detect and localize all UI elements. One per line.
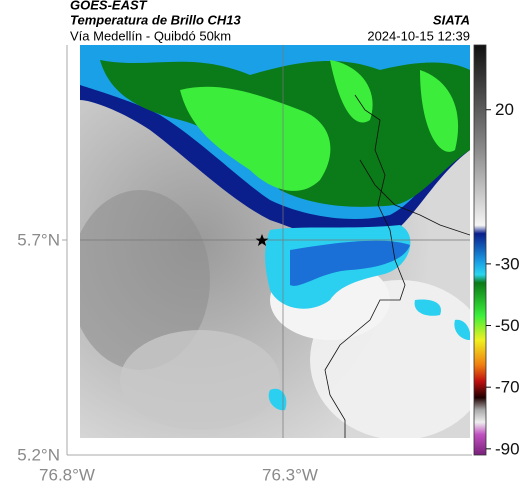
lon-label: 76.8°W <box>39 465 95 484</box>
satellite-image <box>80 45 470 438</box>
colorbar-tick-label: -90 <box>495 439 520 458</box>
colorbar <box>473 44 487 456</box>
lat-label: 5.7°N <box>17 230 60 249</box>
source: GOES-EAST <box>70 0 148 12</box>
colorbar-tick-label: -50 <box>495 316 520 335</box>
lat-label: 5.2°N <box>17 445 60 464</box>
route: Vía Medellín - Quibdó 50km <box>70 28 231 43</box>
colorbar-tick-label: -70 <box>495 378 520 397</box>
agency: SIATA <box>433 12 470 27</box>
colorbar-ticks: 20 -30 -50 -70 -90 <box>486 100 520 458</box>
colorbar-tick-label: 20 <box>495 100 514 119</box>
colorbar-tick-label: -30 <box>495 254 520 273</box>
datetime: 2024-10-15 12:39 <box>367 28 470 43</box>
lon-label: 76.3°W <box>262 465 318 484</box>
product: Temperatura de Brillo CH13 <box>70 12 242 27</box>
